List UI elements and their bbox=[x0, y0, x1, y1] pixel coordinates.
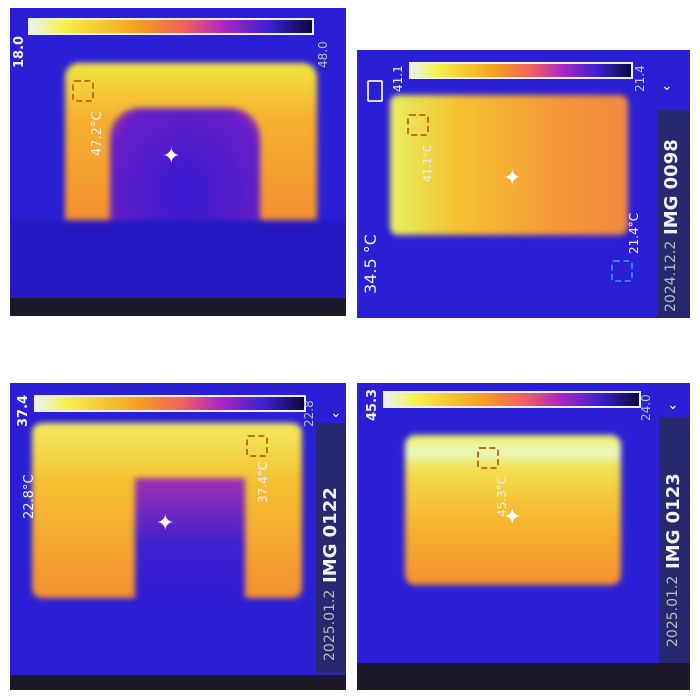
spot-temp-label: 41.1°C bbox=[421, 144, 434, 182]
min-temp-label: 21.4°C bbox=[627, 212, 641, 254]
scale-min-label: 48.0 bbox=[316, 41, 330, 68]
capture-date: 2025.01.2 bbox=[665, 575, 681, 647]
image-name: IMG 0123 bbox=[663, 473, 684, 569]
spot-reticle bbox=[407, 114, 429, 136]
color-scale-bar bbox=[28, 18, 314, 35]
crosshair-icon: ✦ bbox=[503, 505, 522, 530]
frame-edge bbox=[10, 675, 346, 690]
scale-min-label: 21.4 bbox=[633, 65, 647, 92]
spot-reticle bbox=[477, 447, 499, 469]
battery-icon bbox=[367, 80, 383, 102]
chevron-down-icon[interactable]: ⌄ bbox=[330, 405, 342, 421]
color-scale-bar bbox=[409, 62, 633, 79]
crosshair-icon: ✦ bbox=[162, 144, 181, 169]
image-name: IMG 0098 bbox=[661, 139, 682, 235]
hot-region bbox=[405, 435, 621, 585]
thermal-image-1: 18.0 48.0 47.2°C ✦ bbox=[10, 8, 346, 316]
min-spot-reticle bbox=[611, 260, 633, 282]
image-name: IMG 0122 bbox=[320, 487, 341, 583]
scale-min-label: 24.0 bbox=[639, 394, 653, 421]
scale-max-label: 41.1 bbox=[391, 65, 405, 92]
spot-reticle bbox=[246, 435, 268, 457]
crosshair-icon: ✦ bbox=[503, 166, 522, 191]
thermal-image-2: 41.1 21.4 ⌄ 41.1°C ✦ 34.5 °C 21.4°C 2024… bbox=[357, 50, 690, 318]
frame-edge bbox=[357, 663, 690, 690]
crosshair-icon: ✦ bbox=[156, 511, 175, 536]
spot-temp-label: 47.2°C bbox=[90, 111, 105, 156]
color-scale-bar bbox=[383, 391, 641, 408]
frame-edge bbox=[10, 298, 346, 316]
info-strip bbox=[657, 110, 690, 318]
center-temp-label: 34.5 °C bbox=[361, 234, 380, 294]
hot-region bbox=[390, 95, 628, 235]
thermal-image-4: 45.3 24.0 ⌄ 45.3°C ✦ 2025.01.2 IMG 0123 bbox=[357, 383, 690, 690]
spot-reticle bbox=[72, 80, 94, 102]
center-temp-label: 22.8°C bbox=[22, 474, 37, 519]
info-strip bbox=[316, 423, 346, 673]
chevron-down-icon[interactable]: ⌄ bbox=[667, 397, 679, 413]
spot-temp-label: 37.4°C bbox=[256, 461, 270, 503]
scale-max-label: 37.4 bbox=[16, 394, 31, 427]
cold-region bbox=[135, 478, 245, 613]
chevron-down-icon[interactable]: ⌄ bbox=[661, 78, 673, 94]
capture-date: 2025.01.2 bbox=[322, 589, 338, 661]
info-strip bbox=[659, 417, 690, 667]
scale-max-label: 18.0 bbox=[12, 35, 27, 68]
capture-date: 2024.12.2 bbox=[663, 240, 679, 312]
scale-max-label: 45.3 bbox=[365, 388, 380, 421]
thermal-image-3: 37.4 22.8 ⌄ 37.4°C 22.8°C ✦ 2025.01.2 IM… bbox=[10, 383, 346, 690]
color-scale-bar bbox=[34, 395, 306, 412]
scale-min-label: 22.8 bbox=[302, 400, 316, 427]
